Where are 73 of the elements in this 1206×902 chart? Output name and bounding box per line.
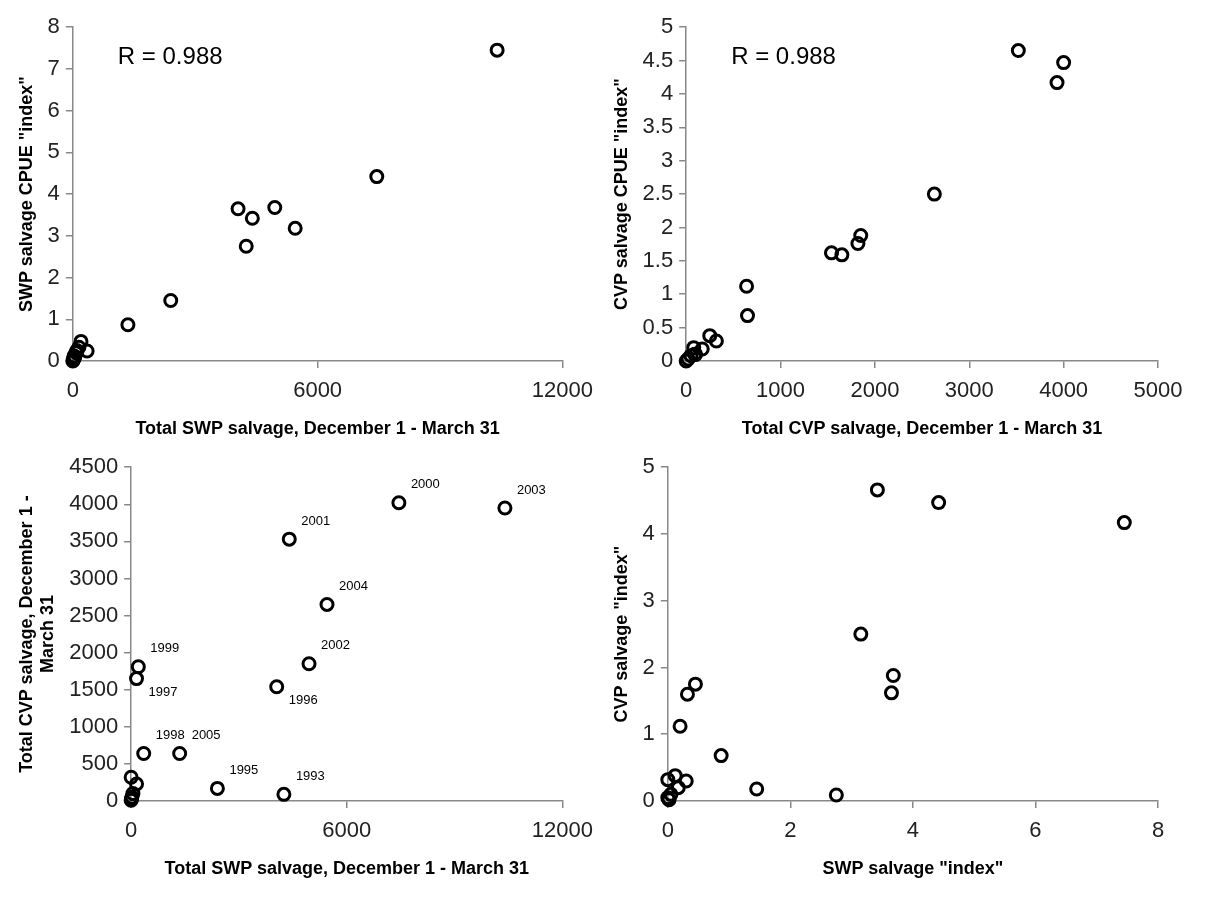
- y-tick-label: 5: [660, 13, 674, 39]
- annotation: R = 0.988: [731, 41, 836, 69]
- y-tick-label: 3: [642, 586, 655, 612]
- annotation: 2004: [339, 578, 368, 594]
- y-tick-label: 5: [47, 138, 60, 164]
- annotation: 2000: [410, 476, 440, 492]
- x-tick-label: 12000: [531, 377, 594, 403]
- y-tick-label: 5: [642, 453, 655, 479]
- y-axis-title: CVP salvage "index": [610, 545, 631, 723]
- annotation: 1997: [148, 684, 178, 700]
- annotation: 1996: [288, 692, 318, 708]
- y-tick-label: 3500: [69, 527, 119, 553]
- y-tick-label: 1: [660, 280, 674, 306]
- x-axis-title: Total SWP salvage, December 1 - March 31: [135, 418, 500, 439]
- annotation: 1995: [229, 761, 259, 777]
- x-tick-label: 3000: [944, 377, 994, 403]
- y-tick-label: 1000: [69, 712, 119, 738]
- y-tick-label: 2: [660, 213, 674, 239]
- y-tick-label: 0.5: [642, 313, 674, 339]
- x-axis-title: Total SWP salvage, December 1 - March 31: [164, 858, 530, 879]
- annotation: 2005: [191, 727, 221, 743]
- y-axis-title: CVP salvage CPUE "index": [610, 78, 631, 311]
- y-tick-label: 8: [47, 13, 60, 39]
- y-tick-label: 2: [642, 653, 655, 679]
- annotation: 2001: [301, 512, 331, 528]
- y-axis-title: Total CVP salvage, December 1 - March 31: [15, 495, 58, 773]
- y-tick-label: 4: [47, 180, 60, 206]
- annotation: 1993: [295, 767, 325, 783]
- annotation: 2002: [321, 637, 350, 653]
- y-tick-label: 2.5: [642, 180, 674, 206]
- y-tick-label: 0: [105, 787, 119, 813]
- y-tick-label: 3000: [69, 564, 119, 590]
- y-tick-label: 4: [642, 520, 655, 546]
- y-tick-label: 2: [47, 263, 60, 289]
- y-tick-label: 2000: [69, 638, 119, 664]
- x-tick-label: 8: [1151, 817, 1165, 843]
- y-tick-label: 500: [81, 749, 119, 775]
- y-tick-label: 3.5: [642, 113, 674, 139]
- y-tick-label: 4500: [69, 453, 119, 479]
- x-axis-title: Total CVP salvage, December 1 - March 31: [741, 418, 1103, 439]
- y-tick-label: 1.5: [642, 246, 674, 272]
- y-tick-label: 2500: [69, 601, 119, 627]
- x-tick-label: 2000: [850, 377, 900, 403]
- annotation: 1999: [150, 640, 180, 656]
- x-tick-label: 2: [784, 817, 797, 843]
- y-tick-label: 7: [47, 54, 60, 80]
- y-tick-label: 1: [642, 720, 655, 746]
- x-tick-label: 0: [125, 817, 138, 843]
- annotation: 2003: [516, 481, 546, 497]
- x-tick-label: 12000: [531, 817, 594, 843]
- y-tick-label: 4000: [69, 490, 119, 516]
- x-tick-label: 6000: [322, 817, 372, 843]
- y-tick-label: 4.5: [642, 46, 674, 72]
- x-tick-label: 4: [906, 817, 920, 843]
- annotation: R = 0.988: [117, 41, 223, 69]
- x-tick-label: 1000: [756, 377, 806, 403]
- y-tick-label: 1500: [69, 675, 119, 701]
- y-tick-label: 3: [47, 221, 60, 247]
- y-tick-label: 3: [660, 146, 674, 172]
- x-tick-label: 4000: [1039, 377, 1089, 403]
- x-tick-label: 0: [680, 377, 693, 403]
- x-tick-label: 5000: [1133, 377, 1183, 403]
- y-tick-label: 0: [47, 347, 60, 373]
- y-tick-label: 6: [47, 96, 60, 122]
- x-axis-title: SWP salvage "index": [822, 858, 1004, 879]
- y-tick-label: 1: [47, 305, 60, 331]
- y-tick-label: 4: [660, 80, 674, 106]
- x-tick-label: 6: [1029, 817, 1042, 843]
- y-tick-label: 0: [660, 347, 674, 373]
- y-tick-label: 0: [642, 787, 655, 813]
- y-axis-title: SWP salvage CPUE "index": [15, 76, 36, 313]
- annotation: 1998: [155, 727, 185, 743]
- x-tick-label: 6000: [293, 377, 343, 403]
